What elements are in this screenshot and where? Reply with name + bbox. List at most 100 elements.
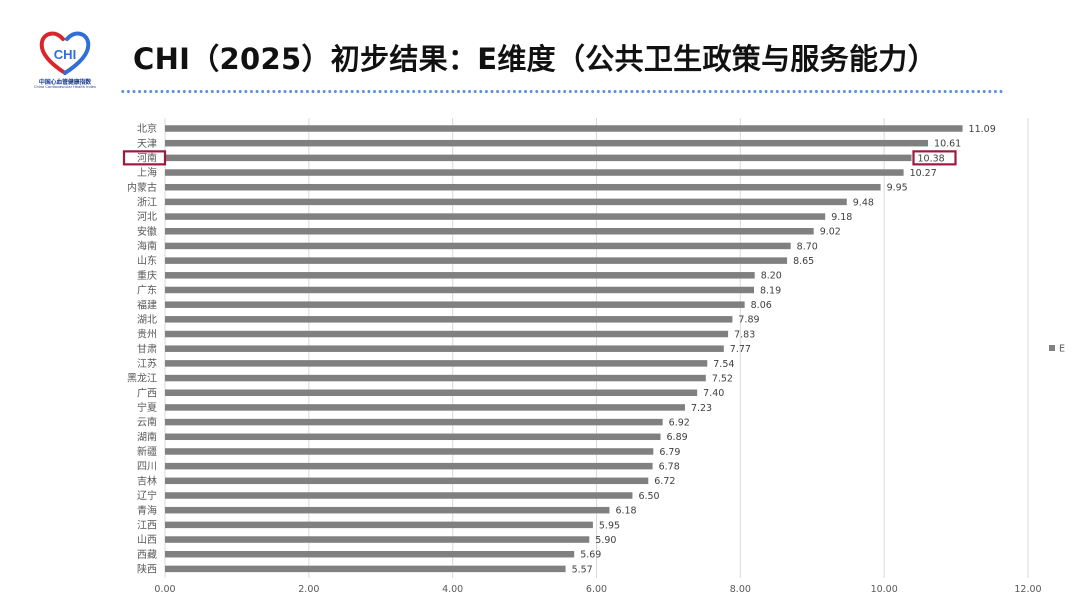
bar — [165, 374, 706, 382]
x-axis-ticks: 0.00 2.00 4.00 6.00 8.00 10.00 12.00 — [154, 584, 1041, 595]
category-label: 湖北 — [137, 314, 157, 326]
value-label: 8.06 — [751, 300, 772, 311]
category-label: 云南 — [137, 416, 157, 429]
bar — [165, 272, 755, 279]
x-tick-label: 6.00 — [586, 584, 607, 595]
category-label: 贵州 — [137, 328, 157, 341]
bar — [165, 418, 663, 426]
value-label: 9.48 — [853, 197, 874, 208]
value-label: 7.54 — [713, 359, 734, 370]
bar — [165, 242, 791, 250]
bars — [165, 125, 963, 573]
bar — [165, 506, 610, 514]
value-highlight-box — [912, 150, 957, 166]
category-label: 黑龙江 — [127, 372, 157, 385]
bar — [165, 492, 633, 499]
dotted-divider — [120, 89, 1004, 94]
value-label: 10.38 — [917, 153, 944, 164]
value-label: 6.78 — [659, 462, 680, 473]
category-label: 上海 — [137, 166, 157, 179]
value-label: 7.52 — [712, 373, 733, 384]
x-tick-label: 8.00 — [730, 584, 751, 595]
bar — [165, 477, 649, 485]
category-label: 海南 — [137, 240, 157, 253]
category-label: 陕西 — [137, 563, 157, 576]
category-label: 河南 — [137, 151, 157, 164]
value-label: 8.70 — [797, 241, 818, 252]
page-title: CHI（2025）初步结果：E维度（公共卫生政策与服务能力） — [133, 42, 937, 76]
value-label: 10.27 — [910, 168, 937, 179]
gridlines — [164, 118, 1029, 578]
highlight-boxes — [122, 150, 957, 166]
category-label: 内蒙古 — [127, 181, 157, 194]
value-label: 5.95 — [599, 520, 620, 531]
value-label: 7.77 — [730, 344, 751, 355]
category-label: 江西 — [137, 519, 157, 531]
bar — [165, 125, 963, 132]
category-label: 四川 — [137, 462, 157, 473]
category-label: 河北 — [137, 211, 157, 223]
bar — [165, 389, 698, 396]
category-label: 江苏 — [137, 357, 157, 370]
value-label: 7.23 — [691, 403, 712, 414]
x-tick-label: 10.00 — [871, 584, 898, 595]
heart-logo-icon: CHI — [39, 31, 91, 75]
bar — [165, 198, 847, 206]
value-label: 5.69 — [580, 550, 601, 561]
value-label: 8.65 — [793, 256, 814, 267]
bar — [165, 169, 904, 176]
category-label: 吉林 — [137, 474, 157, 487]
category-label: 安徽 — [137, 225, 157, 238]
category-label: 新疆 — [137, 445, 157, 458]
x-tick-label: 2.00 — [298, 584, 319, 595]
x-tick-label: 12.00 — [1014, 584, 1041, 595]
bar — [165, 213, 826, 220]
value-label: 6.72 — [654, 476, 675, 487]
category-highlight-box — [122, 150, 167, 166]
bar — [165, 345, 724, 352]
bar — [165, 139, 929, 147]
value-label: 6.50 — [638, 491, 659, 502]
bar — [165, 316, 733, 323]
category-label: 山东 — [137, 254, 157, 267]
value-label: 11.09 — [969, 124, 996, 135]
bar — [165, 301, 745, 308]
x-tick-label: 4.00 — [442, 584, 463, 595]
value-label: 8.20 — [761, 271, 782, 282]
value-labels: 11.09 10.61 10.38 10.279.95 9.489.18 9.028.70… — [572, 124, 996, 575]
value-label: 6.89 — [667, 432, 688, 443]
bar — [165, 228, 814, 235]
logo-english-name: China Cardiovascular Health Index — [33, 85, 97, 89]
value-label: 5.90 — [595, 535, 616, 546]
legend-label: E — [1059, 344, 1065, 355]
value-label: 5.57 — [572, 564, 593, 575]
value-label: 7.89 — [738, 315, 759, 326]
bar — [165, 462, 653, 470]
logo: CHI 中国心血管健康指数 China Cardiovascular Healt… — [30, 28, 100, 94]
value-label: 9.02 — [820, 227, 841, 238]
value-label: 9.95 — [887, 183, 908, 194]
category-label: 浙江 — [137, 197, 157, 209]
value-label: 6.92 — [669, 418, 690, 429]
bar — [165, 330, 729, 338]
bar — [165, 286, 754, 294]
value-label: 9.18 — [831, 212, 852, 223]
category-label: 福建 — [137, 298, 157, 311]
x-tick-label: 0.00 — [154, 584, 175, 595]
value-label: 7.83 — [734, 329, 755, 340]
category-label: 重庆 — [137, 269, 157, 282]
bar — [165, 565, 566, 573]
bar — [165, 404, 685, 411]
category-label: 山西 — [137, 534, 157, 546]
legend-swatch — [1049, 345, 1055, 351]
value-label: 6.79 — [659, 447, 680, 458]
bar-chart: 北京天津河南上海内蒙古浙江河北安徽海南山东重庆广东福建湖北贵州甘肃江苏黑龙江广西… — [122, 118, 1065, 595]
bar — [165, 448, 654, 455]
category-label: 湖南 — [137, 430, 157, 443]
bar — [165, 536, 590, 543]
category-label: 甘肃 — [137, 342, 157, 355]
value-label: 8.19 — [760, 285, 781, 296]
bar — [165, 360, 708, 367]
bar — [165, 154, 912, 162]
bar — [165, 433, 661, 441]
